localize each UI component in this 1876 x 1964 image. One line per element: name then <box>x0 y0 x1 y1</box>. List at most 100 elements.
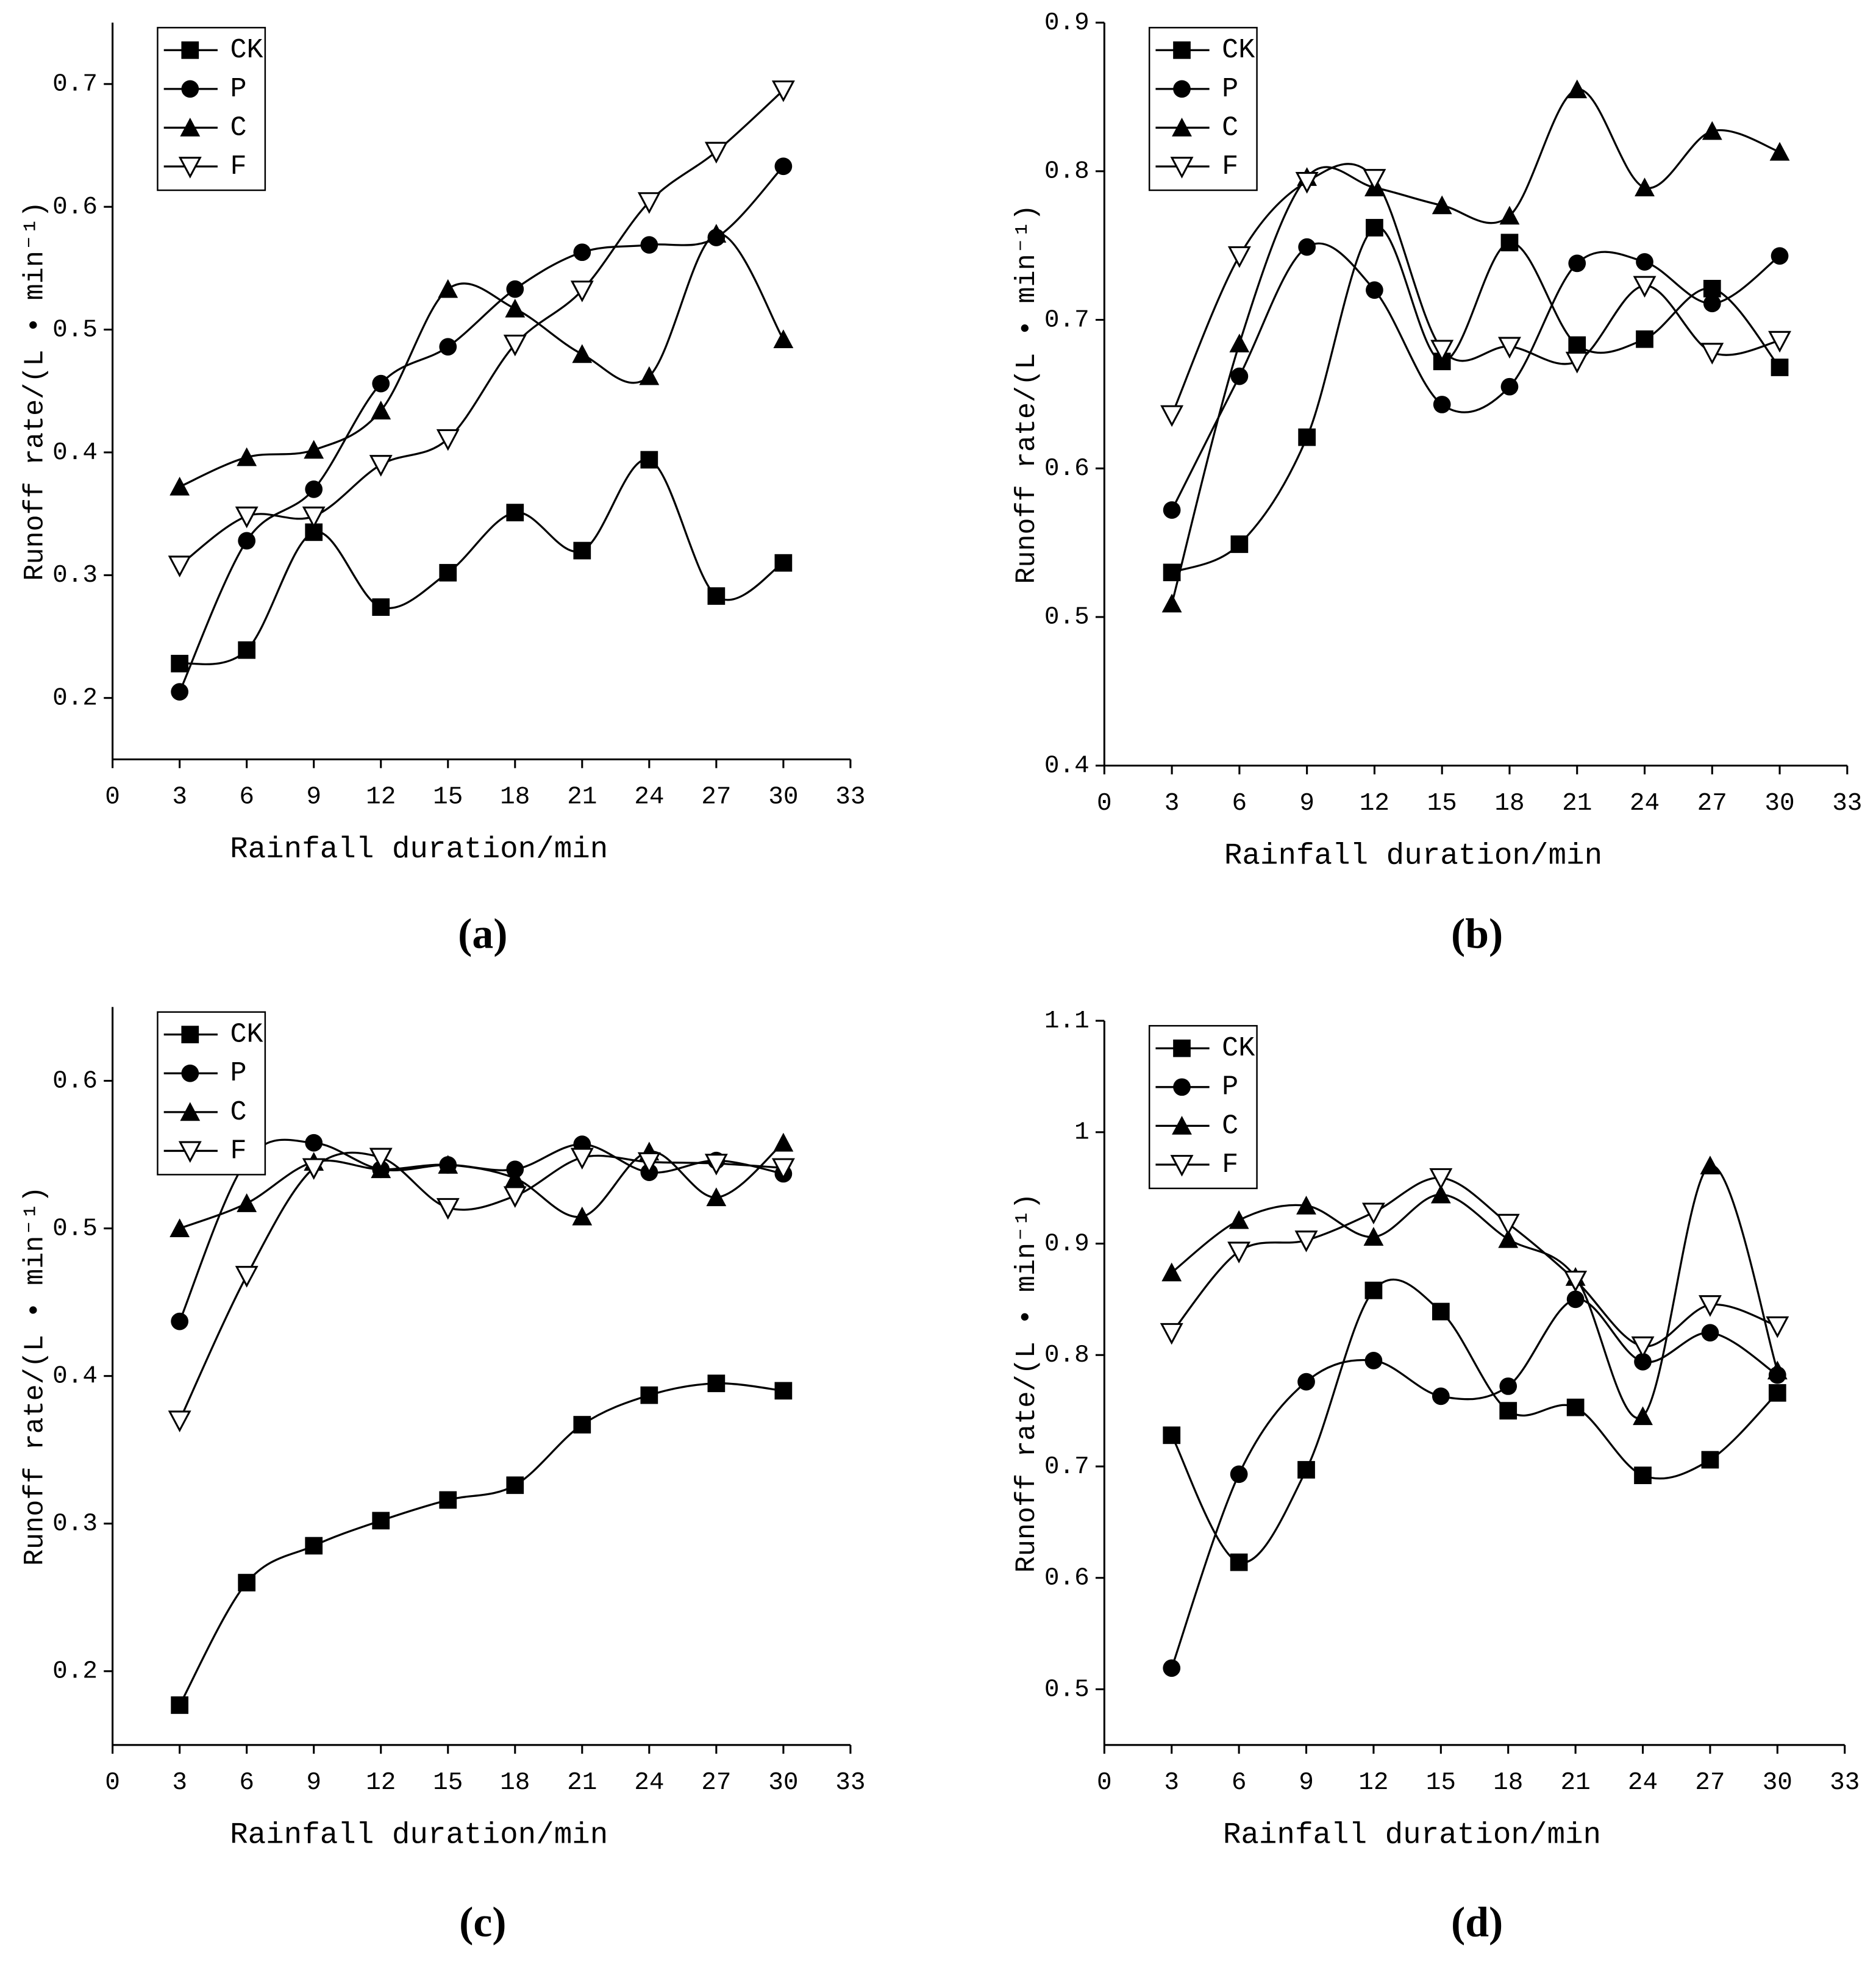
marker <box>773 329 794 349</box>
marker <box>1499 1402 1518 1419</box>
legend-marker <box>1173 1039 1191 1057</box>
series-line <box>1171 88 1780 604</box>
marker <box>436 1198 460 1220</box>
x-axis-label: Rainfall duration/min <box>1224 838 1602 873</box>
marker <box>1768 1384 1786 1402</box>
marker <box>503 334 527 357</box>
marker <box>1567 79 1588 99</box>
x-tick-label: 15 <box>433 1769 463 1797</box>
y-tick-label: 0.7 <box>52 71 98 99</box>
x-tick-label: 15 <box>1427 790 1457 818</box>
marker <box>1363 169 1386 191</box>
marker <box>570 280 594 302</box>
marker <box>1430 1184 1451 1204</box>
marker <box>1432 195 1452 215</box>
x-tick-label: 3 <box>172 1769 187 1797</box>
marker <box>436 429 460 451</box>
legend-marker <box>1173 1078 1191 1096</box>
marker <box>1499 205 1520 225</box>
x-tick-label: 12 <box>366 784 396 812</box>
x-tick-label: 0 <box>1097 790 1112 818</box>
y-axis-label: Runoff rate/(L • min⁻¹) <box>19 201 51 581</box>
marker <box>1298 238 1316 256</box>
x-tick-label: 6 <box>1232 1769 1247 1797</box>
marker <box>238 1574 256 1591</box>
y-tick-label: 0.8 <box>1044 1341 1090 1369</box>
marker <box>1230 1553 1248 1571</box>
panel-label: (c) <box>459 1899 506 1946</box>
marker <box>771 80 795 102</box>
marker <box>1229 1210 1249 1229</box>
marker <box>572 344 593 363</box>
marker <box>371 401 391 420</box>
marker <box>637 192 661 214</box>
marker <box>1364 1281 1383 1299</box>
marker <box>1160 405 1184 427</box>
marker <box>505 1168 526 1187</box>
marker <box>169 1218 190 1237</box>
y-tick-label: 0.9 <box>1044 1230 1090 1258</box>
y-tick-label: 0.4 <box>1044 752 1090 780</box>
legend-marker <box>178 1141 202 1163</box>
marker <box>302 506 326 529</box>
y-axis-label: Runoff rate/(L • min⁻¹) <box>1011 204 1043 584</box>
legend-label: C <box>230 1096 246 1128</box>
series-line <box>179 232 785 488</box>
marker <box>1564 1270 1588 1293</box>
legend-marker <box>1173 80 1191 98</box>
y-tick-label: 0.5 <box>1044 1676 1090 1704</box>
marker <box>369 455 393 477</box>
marker <box>1701 1451 1719 1469</box>
marker <box>1568 254 1586 273</box>
legend-label: F <box>230 1135 246 1166</box>
y-tick-label: 0.6 <box>1044 455 1090 483</box>
x-tick-label: 3 <box>1164 790 1180 818</box>
marker <box>171 683 189 701</box>
marker <box>1700 1155 1721 1174</box>
x-tick-label: 0 <box>105 1769 120 1797</box>
x-axis-label: Rainfall duration/min <box>230 1818 608 1852</box>
legend-marker <box>181 41 199 59</box>
series-line <box>179 165 785 693</box>
chart-panel: 0.2 0.3 0.4 0.5 0.6 0 3 6 9 12 15 18 21 24 27 30 33 Rainf… <box>19 1007 866 1946</box>
marker <box>1297 1373 1315 1391</box>
y-tick-label: 0.6 <box>1044 1565 1090 1593</box>
x-tick-label: 33 <box>835 784 865 812</box>
x-tick-label: 12 <box>1360 790 1389 818</box>
marker <box>304 440 324 459</box>
marker <box>1432 1302 1450 1321</box>
marker <box>1296 1196 1316 1215</box>
marker <box>1636 330 1653 348</box>
series-line <box>1171 1164 1778 1419</box>
marker <box>1433 396 1451 413</box>
marker <box>171 1312 189 1330</box>
marker <box>238 641 256 659</box>
x-tick-label: 3 <box>172 784 187 812</box>
series-line <box>179 1382 784 1706</box>
y-tick-label: 0.5 <box>52 316 98 344</box>
marker <box>1631 1336 1655 1359</box>
marker <box>1771 359 1789 376</box>
marker <box>1568 336 1586 354</box>
marker <box>706 224 727 243</box>
x-tick-label: 27 <box>1695 1769 1725 1797</box>
x-tick-label: 24 <box>1628 1769 1658 1797</box>
x-tick-label: 27 <box>701 1769 731 1797</box>
x-tick-label: 30 <box>768 1769 798 1797</box>
marker <box>1160 1323 1183 1345</box>
legend-label: F <box>230 151 246 182</box>
marker <box>573 1416 591 1434</box>
marker <box>1163 1659 1181 1677</box>
series-line <box>179 1151 783 1421</box>
legend-label: C <box>1222 1110 1238 1141</box>
marker <box>438 279 458 298</box>
marker <box>1366 219 1383 237</box>
series-line <box>179 89 784 566</box>
x-tick-label: 9 <box>1299 790 1314 818</box>
y-tick-label: 0.6 <box>52 193 98 221</box>
marker <box>572 1206 593 1226</box>
marker <box>1298 428 1316 446</box>
series-line <box>1171 242 1781 511</box>
y-tick-label: 0.3 <box>52 562 98 590</box>
